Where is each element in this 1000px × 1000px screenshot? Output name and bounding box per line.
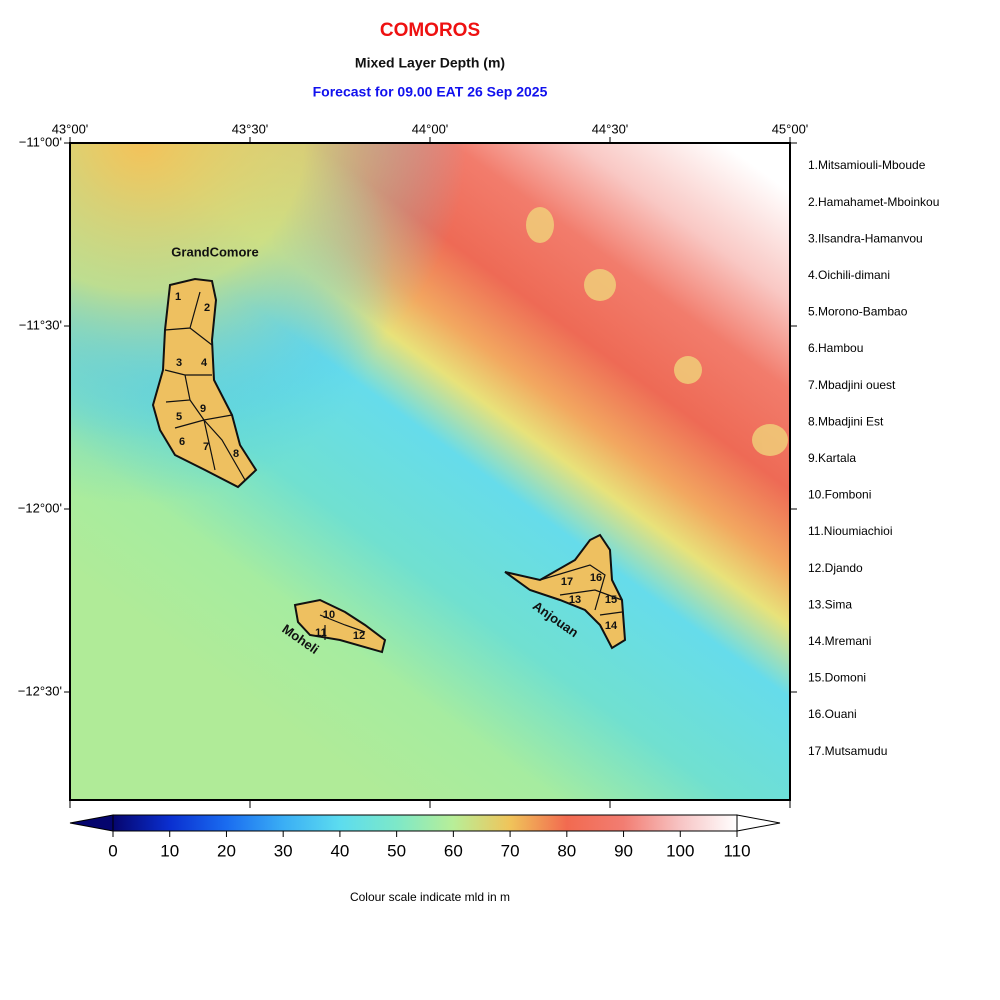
colorbar-tick-label: 70 xyxy=(501,841,520,860)
colorbar-caption: Colour scale indicate mld in m xyxy=(350,890,510,904)
region-legend: 17.Mutsamudu xyxy=(808,744,887,758)
lon-label: 45°00' xyxy=(772,121,809,136)
colorbar xyxy=(112,814,738,832)
region-number: 16 xyxy=(590,572,602,584)
region-number: 17 xyxy=(561,576,573,588)
region-number: 5 xyxy=(176,411,182,423)
region-number: 7 xyxy=(203,441,209,453)
region-legend: 2.Hamahamet-Mboinkou xyxy=(808,195,939,209)
lat-label: −11°30' xyxy=(19,317,62,332)
subtitle: Mixed Layer Depth (m) xyxy=(355,55,505,71)
region-legend: 10.Fomboni xyxy=(808,488,871,502)
region-number: 13 xyxy=(569,594,581,606)
colorbar-tick-label: 20 xyxy=(217,841,236,860)
region-legend: 16.Ouani xyxy=(808,707,857,721)
lat-label: −12°30' xyxy=(18,683,62,698)
region-number: 14 xyxy=(605,620,618,632)
region-legend: 9.Kartala xyxy=(808,451,856,465)
region-legend: 5.Morono-Bambao xyxy=(808,305,908,319)
colorbar-tick-label: 100 xyxy=(666,841,694,860)
region-legend: 11.Nioumiachioi xyxy=(808,524,893,538)
colorbar-tick-label: 10 xyxy=(160,841,179,860)
region-number: 15 xyxy=(605,594,617,606)
region-legend: 7.Mbadjini ouest xyxy=(808,378,896,392)
region-number: 11 xyxy=(315,627,327,639)
lon-label: 44°00' xyxy=(412,121,449,136)
region-number: 10 xyxy=(323,609,335,621)
colorbar-under xyxy=(69,814,114,832)
region-legend: 15.Domoni xyxy=(808,671,866,685)
forecast: Forecast for 09.00 EAT 26 Sep 2025 xyxy=(313,84,548,100)
region-number: 1 xyxy=(175,291,181,303)
colorbar-tick-label: 90 xyxy=(614,841,633,860)
colorbar-over xyxy=(736,814,781,832)
region-legend: 13.Sima xyxy=(808,597,852,611)
lat-label: −11°00' xyxy=(19,134,62,149)
region-number: 3 xyxy=(176,357,182,369)
region-legend: 4.Oichili-dimani xyxy=(808,268,890,282)
region-legend: 14.Mremani xyxy=(808,634,871,648)
region-borders xyxy=(164,291,623,640)
region-number: 2 xyxy=(204,302,210,314)
colorbar-tick-label: 30 xyxy=(274,841,293,860)
islands xyxy=(151,277,627,654)
lat-label: −12°00' xyxy=(18,500,62,515)
colorbar-tick-label: 0 xyxy=(108,841,117,860)
title: COMOROS xyxy=(380,20,480,41)
colorbar-tick-label: 60 xyxy=(444,841,463,860)
colorbar-tick-label: 40 xyxy=(330,841,349,860)
region-number: 9 xyxy=(200,403,206,415)
colorbar-tick-label: 110 xyxy=(723,841,750,860)
region-legend: 12.Djando xyxy=(808,561,863,575)
lon-label: 43°30' xyxy=(232,121,269,136)
mld-field xyxy=(70,143,790,800)
colorbar-tick-label: 80 xyxy=(557,841,576,860)
island-name: GrandComore xyxy=(171,244,258,259)
lon-label: 43°00' xyxy=(52,121,89,136)
region-number: 6 xyxy=(179,436,185,448)
region-number: 12 xyxy=(353,630,365,642)
colorbar-tick-label: 50 xyxy=(387,841,406,860)
region-legend: 3.Ilsandra-Hamanvou xyxy=(808,231,923,245)
field-blobs xyxy=(526,207,788,456)
region-legend: 6.Hambou xyxy=(808,341,863,355)
region-number: 4 xyxy=(201,357,208,369)
region-legend: 8.Mbadjini Est xyxy=(808,414,884,428)
region-number: 8 xyxy=(233,448,239,460)
lon-label: 44°30' xyxy=(592,121,629,136)
region-legend: 1.Mitsamiouli-Mboude xyxy=(808,158,926,172)
